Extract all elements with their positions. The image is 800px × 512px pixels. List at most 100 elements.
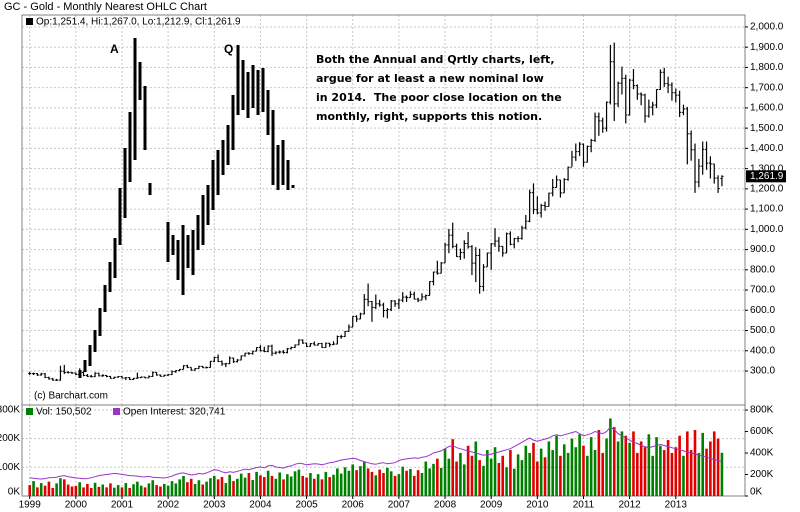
volume-bar: [570, 438, 574, 496]
x-tick-label: 2006: [342, 500, 365, 511]
volume-bar: [370, 471, 374, 496]
y-tick-label: 600.0: [750, 305, 775, 316]
oi-legend-swatch: [113, 408, 120, 415]
volume-bar: [536, 461, 539, 496]
volume-bar: [662, 450, 666, 496]
volume-bar: [36, 487, 39, 496]
volume-bar: [82, 487, 85, 496]
volume-bar: [393, 475, 397, 496]
volume-bar: [689, 450, 693, 496]
y-tick-label: 1,700.0: [750, 82, 784, 93]
volume-bar: [266, 470, 270, 496]
y2-tick-label: 0K: [750, 487, 763, 498]
volume-bar: [720, 452, 724, 496]
volume-bar: [455, 461, 458, 496]
x-tick-label: 2013: [665, 500, 688, 511]
volume-bar: [147, 483, 151, 496]
volume-bar: [489, 458, 493, 496]
annotation-line: monthly, right, supports this notion.: [316, 110, 542, 123]
volume-bar: [259, 475, 262, 496]
volume-bar: [639, 441, 643, 496]
volume-bar: [486, 450, 489, 496]
volume-bar: [232, 481, 235, 496]
volume-bar: [162, 483, 166, 496]
oi-line: [29, 426, 723, 480]
y-tick-label: 0K: [8, 487, 21, 498]
volume-bar: [109, 483, 112, 496]
x-tick-label: 2002: [157, 500, 180, 511]
volume-bar: [159, 486, 162, 496]
volume-bar: [136, 481, 139, 496]
volume-bar: [336, 468, 339, 496]
volume-bar: [124, 483, 128, 496]
volume-bar: [116, 485, 120, 496]
legend-entry: Open Interest: 320,741: [123, 407, 226, 418]
volume-bar: [343, 467, 347, 496]
y-tick-label: 200K: [0, 433, 20, 444]
volume-bar: [89, 487, 93, 496]
volume-bar: [532, 442, 535, 496]
volume-bar: [166, 485, 170, 496]
volume-bar: [586, 455, 589, 496]
volume-bar: [224, 483, 228, 496]
volume-bar: [543, 457, 547, 496]
volume-bar: [139, 485, 143, 496]
volume-bar: [666, 440, 670, 496]
volume-bar: [686, 431, 689, 496]
volume-bar: [316, 474, 320, 496]
y2-tick-label: 400K: [750, 448, 774, 459]
volume-bar: [439, 467, 443, 496]
volume-bar: [678, 435, 681, 496]
volume-bar: [709, 441, 712, 496]
volume-bar: [493, 447, 497, 496]
volume-bar: [589, 437, 593, 496]
volume-bar: [201, 484, 205, 496]
volume-bar: [243, 477, 247, 496]
volume-bar: [424, 461, 428, 496]
volume-bar: [705, 448, 708, 496]
price-legend: Op:1,251.4, Hi:1,267.0, Lo:1,212.9, Cl:1…: [36, 17, 241, 28]
volume-bar: [562, 444, 566, 496]
volume-bar: [509, 450, 512, 496]
volume-bar: [301, 475, 305, 496]
y-tick-label: 100K: [0, 462, 20, 473]
y-tick-label: 1,200.0: [750, 183, 784, 194]
volume-bar: [401, 466, 405, 496]
volume-bar: [39, 483, 43, 496]
x-tick-label: 2005: [295, 500, 318, 511]
volume-bar: [101, 484, 105, 496]
volume-bar: [105, 487, 108, 496]
volume-bar: [174, 483, 178, 496]
volume-bar: [112, 487, 116, 496]
volume-bar: [712, 431, 716, 496]
volume-bar: [74, 485, 78, 496]
volume-bar: [624, 435, 628, 496]
volume-bar: [412, 475, 416, 496]
volume-bar: [186, 482, 189, 496]
volume-bar: [289, 476, 293, 496]
y-tick-label: 400.0: [750, 345, 775, 356]
volume-bar: [436, 458, 439, 496]
volume-bar: [347, 470, 351, 496]
volume-bar: [282, 479, 285, 496]
volume-bar: [539, 448, 543, 496]
volume-bar: [474, 441, 478, 496]
volume-bar: [386, 467, 389, 496]
x-tick-label: 2001: [111, 500, 134, 511]
volume-bar: [151, 480, 155, 496]
volume-bar: [659, 445, 662, 496]
y-tick-label: 1,400.0: [750, 143, 784, 154]
y2-tick-label: 200K: [750, 469, 774, 480]
volume-bar: [216, 479, 220, 496]
y-tick-label: 1,600.0: [750, 103, 784, 114]
volume-bar: [555, 435, 558, 496]
volume-bar: [309, 473, 312, 496]
y-tick-label: 1,100.0: [750, 204, 784, 215]
credit: (c) Barchart.com: [34, 391, 108, 402]
volume-bar: [66, 484, 70, 496]
y-tick-label: 300K: [0, 405, 20, 416]
annotation-line: in 2014. The poor close location on the: [316, 91, 562, 104]
volume-bar: [32, 481, 35, 496]
y-tick-label: 300.0: [750, 366, 775, 377]
volume-bar: [51, 487, 55, 496]
